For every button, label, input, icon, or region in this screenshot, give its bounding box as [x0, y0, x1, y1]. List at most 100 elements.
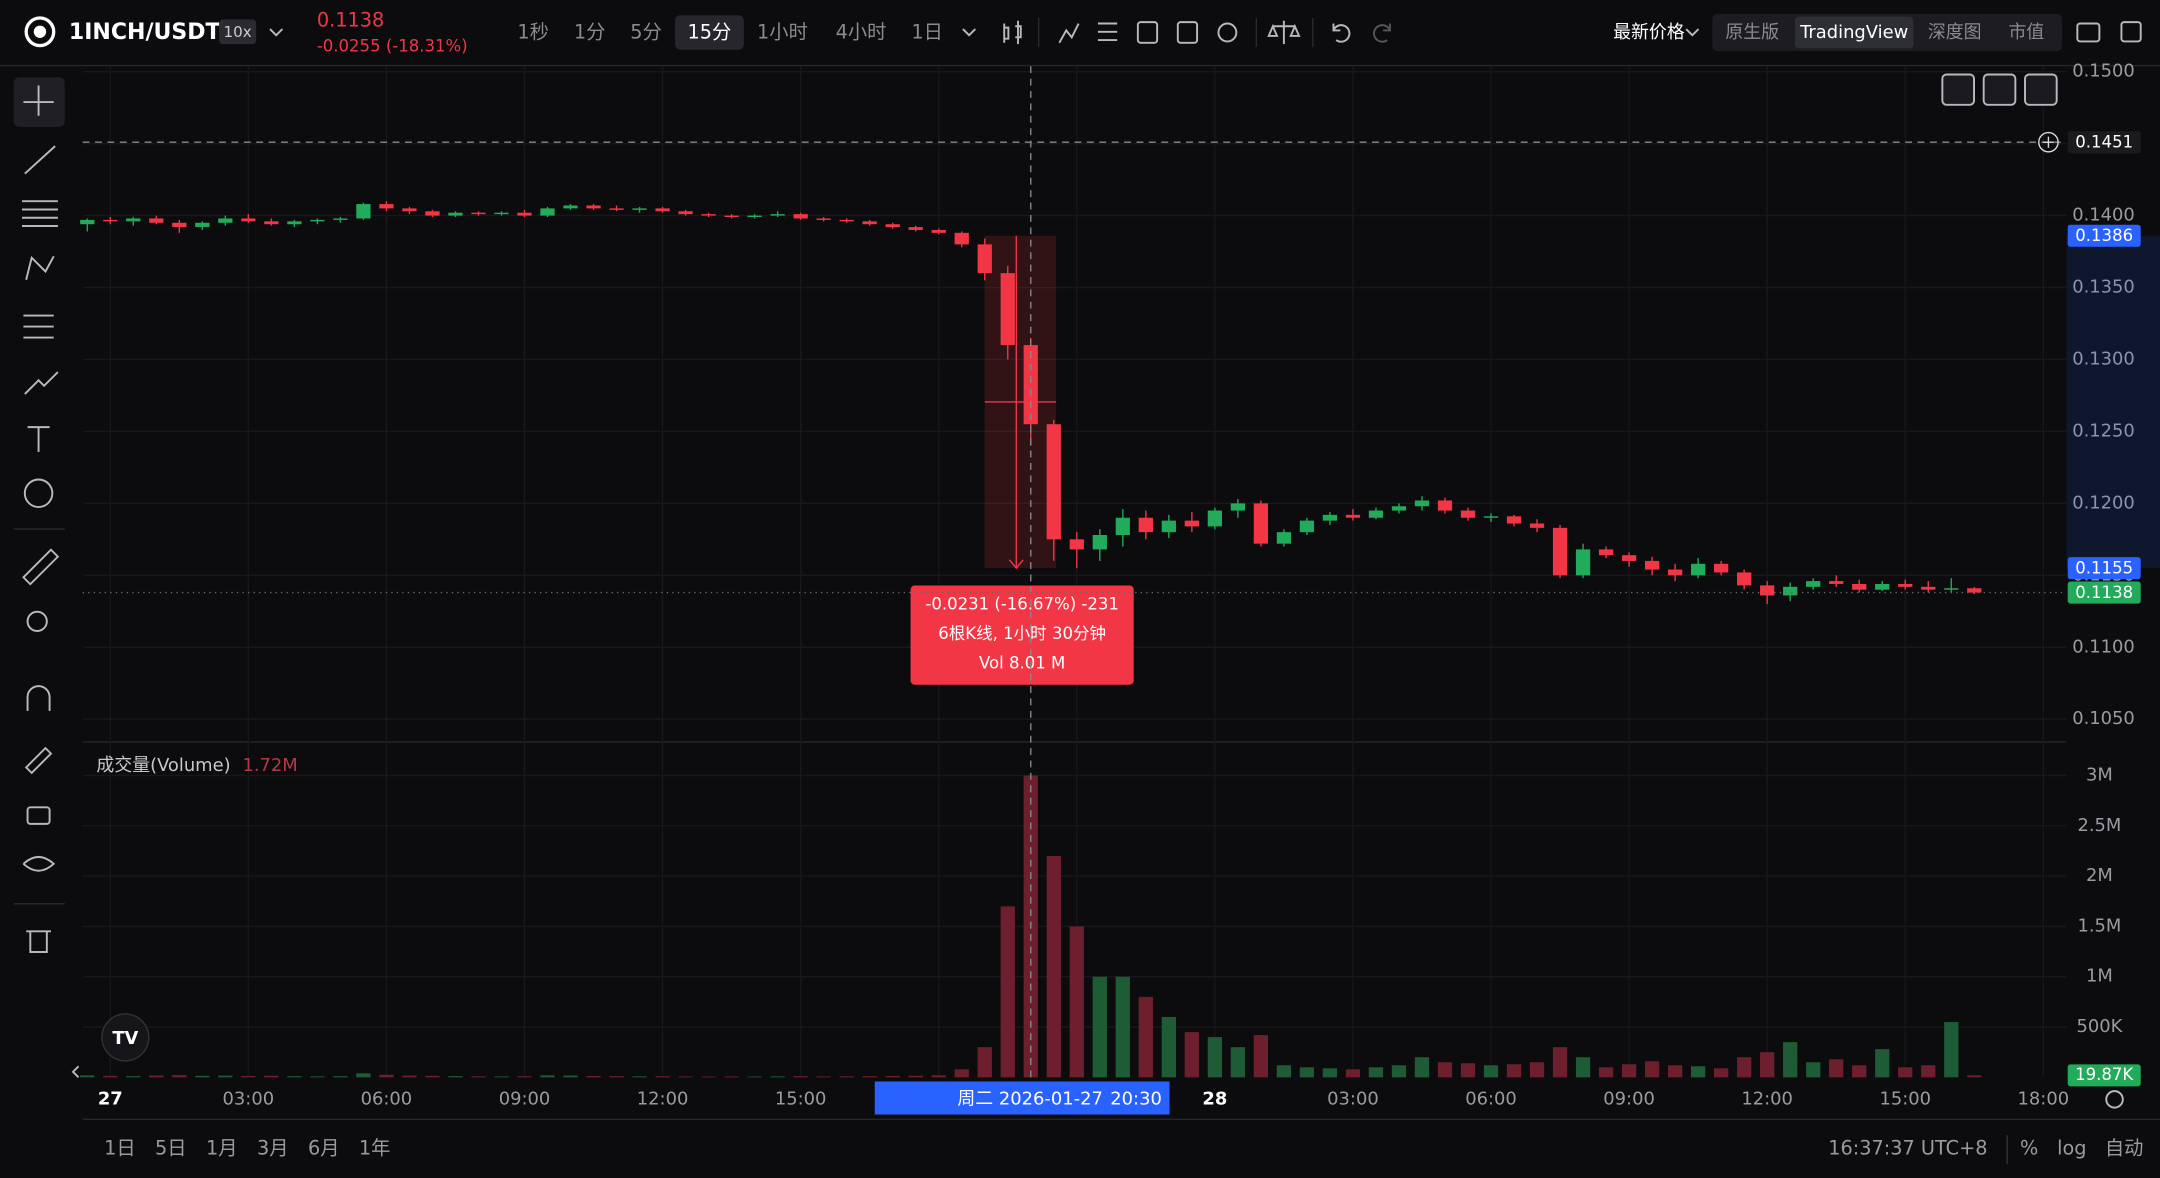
candle-body	[1161, 520, 1176, 533]
candle-body	[885, 224, 900, 228]
candle-body	[1345, 514, 1361, 518]
replay-icon[interactable]	[1176, 21, 1199, 44]
scale-option[interactable]: log	[2057, 1136, 2086, 1159]
volume-bar	[1483, 1065, 1499, 1078]
volume-bar	[747, 1076, 762, 1078]
candle-body	[1829, 581, 1844, 584]
candle-body	[1621, 555, 1637, 561]
x-tick-label: 15:00	[1879, 1088, 1931, 1109]
interval-dropdown[interactable]	[962, 28, 976, 37]
compare-icon[interactable]	[1267, 20, 1301, 45]
reset-button[interactable]	[2024, 73, 2058, 106]
delete-tool[interactable]	[26, 930, 51, 953]
scale-option[interactable]: %	[2020, 1136, 2038, 1159]
x-tick-label: 09:00	[499, 1088, 551, 1109]
zoom-tool[interactable]	[26, 610, 48, 632]
x-tick-label: 09:00	[1603, 1088, 1655, 1109]
template-icon[interactable]	[1097, 22, 1118, 42]
volume-bar	[494, 1076, 509, 1078]
leverage[interactable]: 10x	[224, 23, 252, 41]
candle-body	[1760, 585, 1775, 596]
range-button[interactable]: 1年	[359, 1136, 391, 1159]
scale-option[interactable]: 自动	[2105, 1136, 2144, 1159]
pattern-tool[interactable]	[25, 255, 55, 280]
logo	[24, 16, 56, 48]
ruler-tool[interactable]	[22, 548, 60, 586]
view-button[interactable]: 深度图	[1928, 22, 1982, 43]
volume-tick-label: 1.5M	[2077, 915, 2121, 936]
lock-draw-tool[interactable]	[24, 746, 53, 775]
candle-body	[1368, 510, 1384, 518]
visibility-tool[interactable]	[22, 855, 56, 872]
volume-bar	[1806, 1062, 1821, 1078]
volume-bar	[1138, 996, 1153, 1078]
candle-body	[1391, 506, 1407, 511]
layout-icon[interactable]	[2076, 22, 2101, 43]
interval-button[interactable]: 1小时	[757, 21, 808, 44]
candle-body	[908, 227, 923, 230]
measure-tooltip-line: 6根K线, 1小时 30分钟	[938, 624, 1106, 643]
price-type[interactable]: 最新价格	[1613, 22, 1685, 43]
scroll-button[interactable]	[1941, 73, 1975, 106]
candle-body	[954, 232, 969, 245]
interval-button[interactable]: 1日	[911, 21, 943, 44]
interval-button[interactable]: 15分	[688, 21, 732, 44]
add-alert[interactable]	[2038, 131, 2059, 153]
view-button[interactable]: 原生版	[1725, 22, 1779, 43]
range-button[interactable]: 1月	[206, 1136, 238, 1159]
candle-body	[264, 221, 279, 225]
range-button[interactable]: 3月	[257, 1136, 289, 1159]
price-badge-label: 0.1451	[2075, 132, 2133, 151]
symbol[interactable]: 1INCH/USDT	[69, 20, 221, 45]
volume-bar	[241, 1075, 256, 1078]
volume-bar	[586, 1075, 601, 1078]
candle-body	[80, 219, 95, 225]
interval-button[interactable]: 4小时	[836, 21, 887, 44]
range-button[interactable]: 1日	[104, 1136, 136, 1159]
projection-tool[interactable]	[23, 314, 54, 339]
candle-body	[333, 218, 348, 220]
lock-tool[interactable]	[26, 806, 51, 825]
candle-type-icon[interactable]	[1003, 20, 1022, 45]
interval-button[interactable]: 1秒	[517, 21, 549, 44]
scroll-left[interactable]	[71, 1065, 80, 1079]
fib-tool[interactable]	[22, 200, 58, 227]
candle-body	[747, 215, 762, 218]
settings-icon[interactable]	[1217, 22, 1238, 43]
candle-body	[1184, 520, 1199, 527]
candle-body	[218, 218, 233, 223]
range-button[interactable]: 6月	[308, 1136, 340, 1159]
interval-button[interactable]: 5分	[630, 21, 662, 44]
volume-bar	[1783, 1042, 1798, 1078]
volume-bar	[218, 1075, 233, 1078]
tv-logo[interactable]	[101, 1013, 150, 1062]
symbol-dropdown[interactable]	[269, 28, 284, 37]
indicators-icon[interactable]	[1058, 23, 1080, 44]
text-tool[interactable]	[27, 426, 50, 452]
volume-bar	[1276, 1065, 1292, 1078]
candle-body	[494, 212, 509, 215]
trendline-tool[interactable]	[24, 145, 56, 175]
alert-icon[interactable]	[1136, 21, 1159, 44]
view-button[interactable]: 市值	[2008, 22, 2044, 43]
brush-tool[interactable]	[24, 371, 59, 395]
redo-icon[interactable]	[1373, 23, 1391, 43]
volume-tick-label: 2.5M	[2077, 815, 2121, 836]
price-badge	[2067, 581, 2141, 604]
undo-icon[interactable]	[1332, 23, 1351, 43]
candle-body	[1967, 588, 1982, 593]
range-button[interactable]: 5日	[155, 1136, 187, 1159]
crosshair-tool[interactable]	[23, 85, 54, 116]
y-tick-label: 0.1500	[2072, 61, 2135, 82]
interval-button[interactable]: 1分	[574, 21, 606, 44]
axis-settings[interactable]	[2105, 1090, 2124, 1109]
collapse-button[interactable]	[1982, 73, 2017, 106]
price-type-dropdown[interactable]	[1685, 28, 1700, 37]
volume-bar	[1921, 1065, 1936, 1078]
fullscreen-icon[interactable]	[2120, 21, 2142, 43]
candle-body	[655, 208, 670, 212]
emoji-tool[interactable]	[23, 478, 54, 508]
view-button[interactable]: TradingView	[1799, 22, 1908, 43]
magnet-tool[interactable]	[26, 685, 51, 711]
